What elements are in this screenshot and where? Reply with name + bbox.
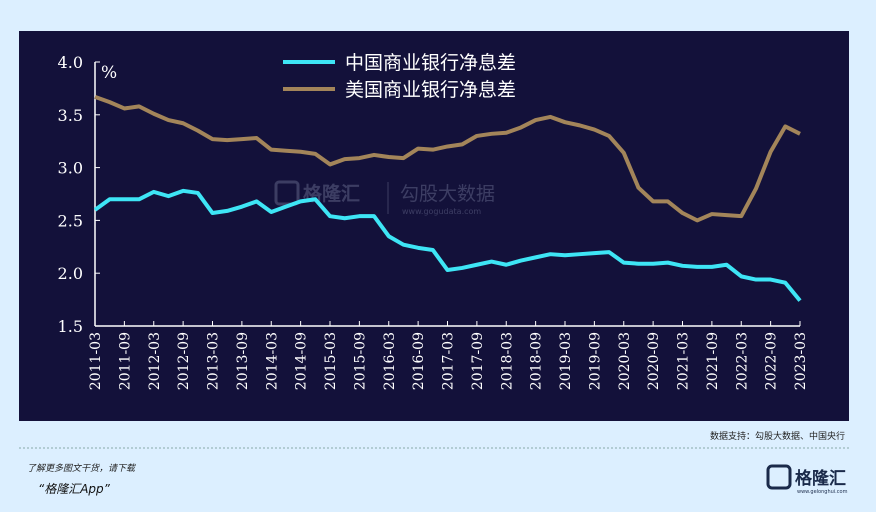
x-tick-label: 2022-09 [764, 332, 780, 390]
x-tick-label: 2012-09 [176, 332, 192, 390]
legend-label: 美国商业银行净息差 [345, 79, 516, 101]
source-note: 数据支持：勾股大数据、中国央行 [710, 430, 845, 442]
x-tick-label: 2018-09 [529, 332, 545, 390]
x-tick-label: 2020-09 [646, 332, 662, 390]
x-tick-label: 2020-03 [617, 332, 633, 390]
legend-label: 中国商业银行净息差 [345, 52, 516, 74]
footer-app: “格隆汇App” [38, 482, 111, 496]
chart-panel [19, 31, 849, 421]
series-line [94, 94, 801, 223]
x-tick-label: 2022-03 [734, 332, 750, 390]
y-tick-label: 4.0 [58, 53, 83, 72]
x-tick-label: 2011-09 [117, 332, 133, 390]
y-tick-label: 2.5 [58, 211, 83, 230]
y-tick-label: 2.0 [58, 264, 83, 283]
watermark-provider: 勾股大数据 [400, 183, 495, 205]
y-tick-label: 1.5 [58, 317, 83, 336]
logo-url: www.gelonghui.com [797, 489, 848, 495]
watermark-url: www.gogudata.com [402, 207, 481, 216]
x-tick-label: 2019-03 [558, 332, 574, 390]
watermark-icon [274, 180, 300, 206]
x-tick-label: 2018-03 [499, 332, 515, 390]
unit-label: % [101, 63, 117, 83]
x-tick-label: 2016-09 [411, 332, 427, 390]
x-tick-label: 2021-09 [705, 332, 721, 390]
x-tick-label: 2015-03 [323, 332, 339, 390]
x-tick-label: 2023-03 [793, 332, 809, 390]
logo-text: 格隆汇 [795, 468, 846, 489]
x-tick-label: 2017-03 [441, 332, 457, 390]
x-tick-label: 2015-09 [352, 332, 368, 390]
x-tick-label: 2019-09 [587, 332, 603, 390]
y-tick-label: 3.0 [58, 159, 83, 178]
y-tick-label: 3.5 [58, 106, 83, 125]
x-tick-label: 2014-09 [294, 332, 310, 390]
logo-icon [766, 464, 792, 490]
x-tick-label: 2021-03 [676, 332, 692, 390]
x-tick-label: 2012-03 [147, 332, 163, 390]
x-tick-label: 2013-03 [206, 332, 222, 390]
x-tick-label: 2014-03 [264, 332, 280, 390]
footer-prompt: 了解更多图文干货，请下载 [27, 463, 136, 474]
x-tick-label: 2011-03 [88, 332, 104, 390]
x-tick-label: 2016-03 [382, 332, 398, 390]
x-tick-label: 2017-09 [470, 332, 486, 390]
x-tick-label: 2013-09 [235, 332, 251, 390]
series-line [93, 188, 802, 302]
